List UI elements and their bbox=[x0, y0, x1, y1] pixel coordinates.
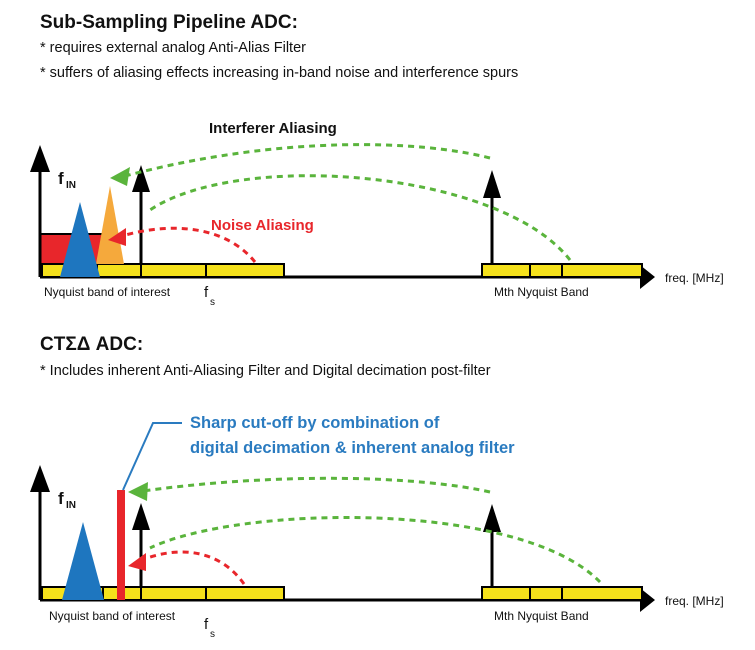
y-axis-label-sub: IN bbox=[66, 500, 76, 511]
callout-line-2: digital decimation & inherent analog fil… bbox=[190, 439, 515, 457]
mth-arrowhead bbox=[483, 170, 501, 198]
interferer-alias-arrowhead-upper bbox=[110, 167, 130, 186]
diagram-ctsd: Sharp cut-off by combination of digital … bbox=[30, 414, 724, 640]
y-axis-label-sub: IN bbox=[66, 180, 76, 191]
fs-label: f bbox=[204, 616, 209, 633]
fs-arrowhead bbox=[132, 165, 150, 192]
noise-alias-arc bbox=[141, 550, 246, 585]
interferer-alias-arrowhead-upper bbox=[128, 482, 148, 501]
section1-bullet-1: * requires external analog Anti-Alias Fi… bbox=[40, 40, 306, 56]
section2-bullet-1: * Includes inherent Anti-Aliasing Filter… bbox=[40, 363, 491, 379]
noise-aliasing-label: Noise Aliasing bbox=[211, 217, 314, 234]
y-axis-arrowhead bbox=[30, 465, 50, 492]
y-axis-label: f bbox=[58, 169, 64, 188]
callout-leader-line bbox=[122, 422, 182, 491]
sharp-cutoff-bar bbox=[117, 490, 125, 600]
diagram-subsampling: Interferer Aliasing Noise Aliasing f IN … bbox=[30, 120, 724, 308]
mth-band-label: Mth Nyquist Band bbox=[494, 609, 589, 623]
mth-nyquist-band bbox=[481, 263, 643, 278]
x-axis-arrowhead bbox=[640, 588, 655, 612]
band-of-interest-label: Nyquist band of interest bbox=[49, 609, 176, 623]
section1-title: Sub-Sampling Pipeline ADC: bbox=[40, 12, 298, 33]
fs-label: f bbox=[204, 284, 209, 301]
mth-nyquist-band bbox=[481, 586, 643, 601]
interferer-aliasing-label: Interferer Aliasing bbox=[209, 120, 337, 137]
noise-alias-arrowhead bbox=[128, 553, 146, 571]
x-axis-label: freq. [MHz] bbox=[665, 271, 724, 285]
noise-alias-arc bbox=[121, 226, 257, 263]
fs-label-sub: s bbox=[210, 629, 215, 640]
fs-label-sub: s bbox=[210, 297, 215, 308]
band-of-interest-label: Nyquist band of interest bbox=[44, 285, 171, 299]
mth-band-label: Mth Nyquist Band bbox=[494, 285, 589, 299]
interferer-alias-arc-lower bbox=[149, 174, 572, 261]
x-axis-arrowhead bbox=[640, 265, 655, 289]
signal-triangle bbox=[62, 522, 104, 600]
aliased-interferer-triangle bbox=[96, 186, 124, 264]
section1-bullet-2: * suffers of aliasing effects increasing… bbox=[40, 65, 519, 81]
interferer-alias-arc-upper bbox=[124, 143, 491, 178]
x-axis-label: freq. [MHz] bbox=[665, 594, 724, 608]
fs-arrowhead bbox=[132, 503, 150, 530]
mth-arrowhead bbox=[483, 504, 501, 532]
interferer-alias-arc-upper bbox=[142, 476, 491, 494]
interferer-alias-arc-lower bbox=[149, 515, 602, 584]
y-axis-arrowhead bbox=[30, 145, 50, 172]
noise-alias-arrowhead bbox=[108, 228, 126, 246]
signal-triangle bbox=[60, 202, 100, 277]
section2-title: CTΣΔ ADC: bbox=[40, 334, 144, 355]
y-axis-label: f bbox=[58, 489, 64, 508]
callout-line-1: Sharp cut-off by combination of bbox=[190, 414, 440, 432]
